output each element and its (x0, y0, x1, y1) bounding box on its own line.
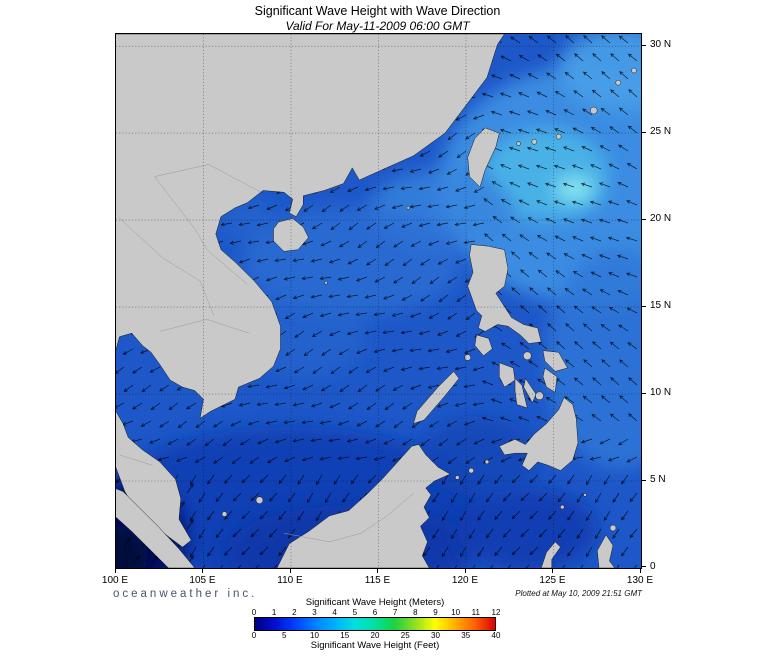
legend-meters-tick: 3 (312, 608, 317, 617)
map-canvas (116, 34, 641, 568)
lat-label: 30 N (650, 39, 672, 51)
lat-label: 25 N (650, 126, 672, 138)
lon-label: 115 E (364, 575, 391, 586)
legend-feet-tick: 20 (370, 631, 380, 640)
legend-feet-tick: 10 (310, 631, 319, 640)
legend-meters-tick: 11 (471, 608, 480, 617)
legend-meters-tick: 6 (372, 608, 378, 617)
legend-feet-tick: 15 (340, 631, 350, 640)
landmasses (116, 34, 637, 568)
legend-feet-tick: 40 (491, 631, 501, 640)
legend-feet-tick: 35 (461, 631, 471, 640)
lon-tick-mark (639, 568, 641, 573)
valid-time-subtitle: Valid For May-11-2009 06:00 GMT (285, 19, 470, 33)
lon-label: 105 E (189, 575, 216, 586)
legend-meters-ticks: 0 1 2 3 4 5 6 7 8 9 10 11 12 (251, 608, 501, 617)
legend-meters-tick: 2 (292, 608, 297, 617)
legend-feet-tick: 0 (251, 631, 257, 640)
legend-meters-tick: 4 (332, 608, 337, 617)
lon-label: 120 E (451, 575, 479, 586)
lon-label: 130 E (626, 575, 654, 586)
legend-meters-tick: 8 (413, 608, 418, 617)
legend-meters-tick: 5 (352, 608, 358, 617)
lon-tick-mark (552, 568, 553, 573)
grid-lines (116, 34, 641, 568)
lat-tick-mark (641, 305, 646, 307)
plotted-timestamp: Plotted at May 10, 2009 21:51 GMT (515, 589, 642, 598)
lon-label: 100 E (101, 575, 129, 586)
lat-tick-mark (641, 566, 646, 568)
legend-feet-tick: 25 (400, 631, 410, 640)
legend-meters-tick: 0 (251, 608, 257, 617)
legend-feet-ticks: 0 5 10 15 20 25 30 35 40 (251, 631, 501, 640)
lat-label: 0 (650, 560, 656, 572)
lat-tick-mark (641, 392, 646, 394)
legend-meters-label: Significant Wave Height (Meters) (305, 597, 445, 608)
legend-feet-tick: 30 (431, 631, 440, 640)
lon-tick-mark (202, 568, 203, 573)
lat-tick-mark (641, 131, 646, 133)
page-title: Significant Wave Height with Wave Direct… (254, 4, 501, 18)
lon-label: 125 E (539, 575, 566, 586)
legend-colorbar (254, 617, 496, 631)
map-frame (115, 33, 642, 569)
lon-tick-mark (289, 568, 291, 573)
legend-feet-tick: 5 (282, 631, 287, 640)
oceanweather-logo: oceanweather inc. (113, 588, 258, 600)
country-borders (117, 164, 414, 543)
legend-feet-label: Significant Wave Height (Feet) (310, 640, 440, 651)
lon-tick-mark (464, 568, 466, 573)
lon-tick-mark (114, 568, 116, 573)
lat-label: 5 N (650, 474, 666, 486)
lat-tick-mark (641, 479, 646, 481)
legend-meters-tick: 1 (271, 608, 277, 617)
legend-meters-tick: 10 (451, 608, 461, 617)
legend-meters-tick: 9 (433, 608, 438, 617)
lat-label: 15 N (650, 300, 672, 312)
lon-tick-mark (377, 568, 378, 573)
lat-label: 20 N (650, 213, 672, 225)
lon-label: 110 E (277, 575, 303, 586)
lat-label: 10 N (650, 387, 672, 399)
legend-meters-tick: 7 (392, 608, 398, 617)
lat-tick-mark (641, 44, 646, 46)
header: Significant Wave Height with Wave Direct… (115, 4, 640, 33)
legend-meters-tick: 12 (491, 608, 501, 617)
lat-tick-mark (641, 218, 646, 220)
